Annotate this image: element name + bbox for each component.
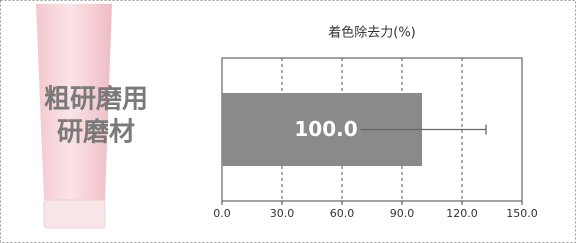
page: 粗研磨用 研磨材 着色除去力(%) 0.0 30.0 60.0 90.0 120.0 15… — [0, 0, 576, 243]
x-tick-label: 120.0 — [446, 207, 478, 220]
x-tick-label: 30.0 — [270, 207, 295, 220]
x-tick-label: 0.0 — [213, 207, 231, 220]
product-label: 研磨材 — [57, 118, 135, 148]
x-tick-label: 150.0 — [506, 207, 538, 220]
chart: 粗研磨用 研磨材 着色除去力(%) 0.0 30.0 60.0 90.0 120.0 15… — [0, 0, 576, 243]
value-label: 100.0 — [294, 117, 357, 141]
chart-title: 着色除去力(%) — [328, 25, 416, 41]
product-label: 粗研磨用 — [44, 85, 148, 115]
x-tick-label: 90.0 — [390, 207, 415, 220]
product-cap — [44, 200, 105, 228]
x-tick-label: 60.0 — [330, 207, 355, 220]
